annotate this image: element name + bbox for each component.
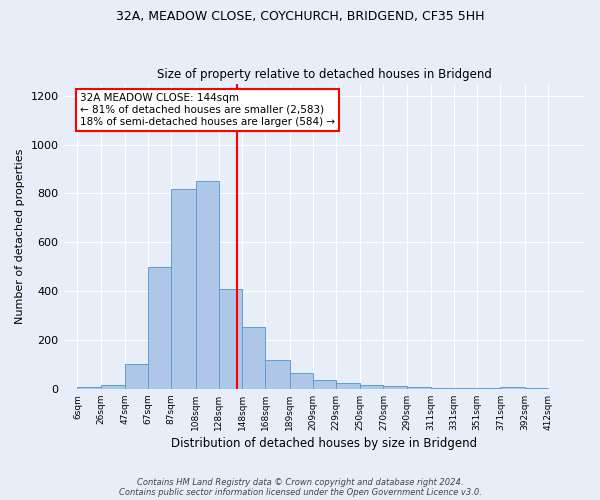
Bar	[407, 387, 431, 389]
Title: Size of property relative to detached houses in Bridgend: Size of property relative to detached ho…	[157, 68, 492, 81]
Bar	[477, 388, 500, 389]
Bar	[500, 387, 525, 389]
X-axis label: Distribution of detached houses by size in Bridgend: Distribution of detached houses by size …	[171, 437, 478, 450]
Bar	[242, 326, 265, 389]
Bar	[454, 388, 477, 389]
Text: Contains HM Land Registry data © Crown copyright and database right 2024.
Contai: Contains HM Land Registry data © Crown c…	[119, 478, 481, 497]
Bar	[125, 364, 148, 389]
Bar	[525, 388, 548, 389]
Bar	[265, 360, 290, 389]
Bar	[360, 386, 383, 389]
Bar	[383, 386, 407, 389]
Bar	[313, 380, 336, 389]
Text: 32A MEADOW CLOSE: 144sqm
← 81% of detached houses are smaller (2,583)
18% of sem: 32A MEADOW CLOSE: 144sqm ← 81% of detach…	[80, 94, 335, 126]
Bar	[77, 387, 101, 389]
Bar	[219, 288, 242, 389]
Bar	[101, 385, 125, 389]
Bar	[290, 373, 313, 389]
Y-axis label: Number of detached properties: Number of detached properties	[15, 148, 25, 324]
Bar	[196, 181, 219, 389]
Bar	[148, 266, 172, 389]
Bar	[172, 188, 196, 389]
Bar	[336, 384, 360, 389]
Bar	[431, 388, 454, 389]
Text: 32A, MEADOW CLOSE, COYCHURCH, BRIDGEND, CF35 5HH: 32A, MEADOW CLOSE, COYCHURCH, BRIDGEND, …	[116, 10, 484, 23]
